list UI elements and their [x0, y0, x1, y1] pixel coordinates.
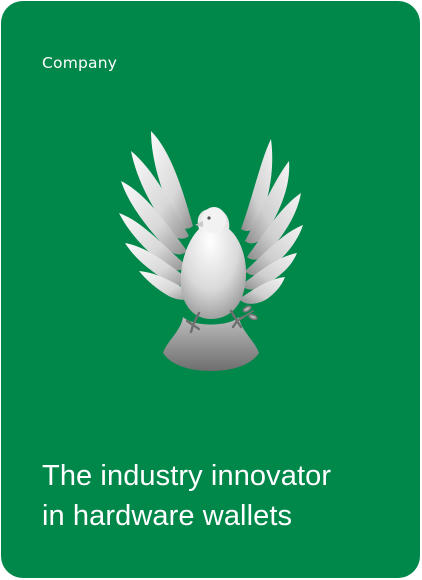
card-category-label: Company — [42, 54, 118, 72]
headline-line-2: in hardware wallets — [42, 500, 293, 532]
card-headline: The industry innovator in hardware walle… — [42, 456, 402, 536]
headline-line-1: The industry innovator — [42, 460, 332, 492]
dove-icon — [119, 131, 303, 371]
